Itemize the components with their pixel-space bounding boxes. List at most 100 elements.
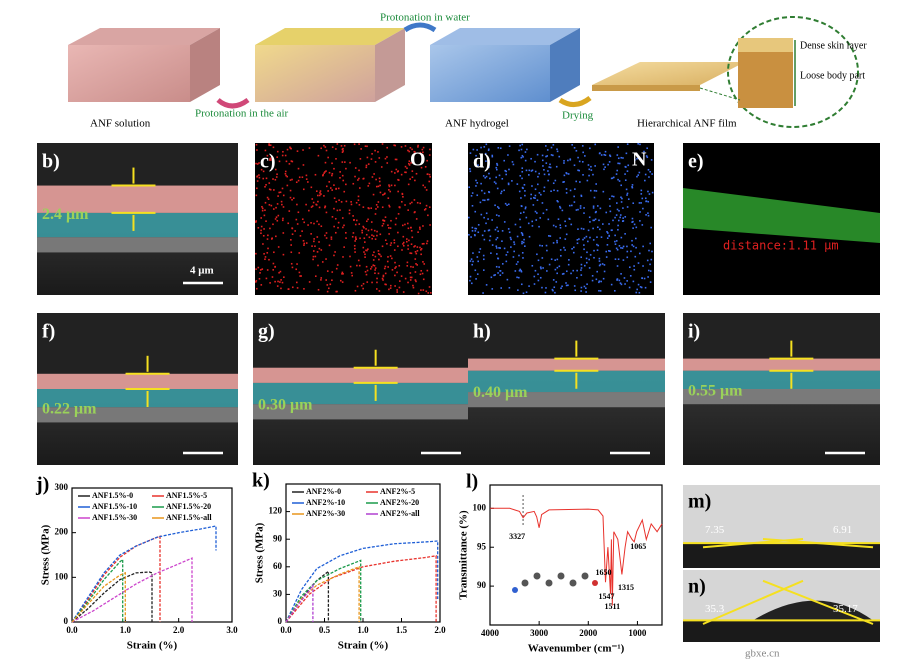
eds-dot: [586, 251, 588, 254]
eds-dot: [576, 269, 578, 272]
eds-dot: [345, 183, 347, 186]
eds-dot: [416, 246, 419, 248]
eds-dot: [595, 278, 598, 281]
eds-dot: [593, 219, 596, 222]
x-tick-label: 1.5: [396, 625, 408, 635]
eds-dot: [397, 213, 400, 215]
panel-label: i): [688, 321, 700, 343]
eds-dot: [567, 173, 570, 175]
eds-dot: [614, 258, 617, 260]
eds-dot: [267, 198, 270, 201]
eds-dot: [476, 256, 479, 258]
eds-dot: [519, 226, 522, 228]
eds-dot: [644, 173, 647, 176]
scale-label: 4 μm: [190, 265, 214, 277]
legend-label: ANF2%-30: [306, 509, 345, 518]
eds-dot: [539, 276, 542, 279]
eds-dot: [371, 237, 373, 240]
eds-dot: [469, 279, 471, 282]
eds-dot: [556, 241, 558, 244]
eds-dot: [621, 197, 623, 200]
eds-dot: [324, 234, 326, 237]
eds-dot: [308, 147, 311, 149]
eds-dot: [616, 279, 618, 281]
eds-dot: [422, 261, 424, 263]
eds-dot: [580, 267, 583, 269]
eds-dot: [351, 235, 354, 238]
eds-dot: [379, 233, 382, 236]
zoom-circle: [727, 16, 859, 128]
eds-dot: [275, 206, 277, 209]
eds-dot: [583, 244, 585, 246]
eds-dot: [543, 169, 545, 171]
eds-dot: [647, 168, 650, 171]
eds-dot: [515, 263, 518, 265]
eds-dot: [482, 292, 484, 294]
eds-dot: [580, 263, 583, 266]
eds-dot: [394, 158, 397, 161]
eds-dot: [394, 274, 396, 277]
eds-dot: [631, 244, 633, 246]
eds-dot: [542, 267, 544, 269]
eds-dot: [616, 154, 619, 156]
x-tick-label: 1.0: [357, 625, 369, 635]
eds-dot: [598, 219, 600, 222]
eds-dot: [409, 279, 412, 281]
eds-dot: [616, 265, 619, 267]
eds-dot: [318, 206, 321, 209]
eds-dot: [505, 170, 508, 173]
eds-dot: [399, 280, 401, 282]
eds-dot: [537, 183, 539, 186]
label: Loose body part: [800, 70, 865, 81]
eds-dot: [360, 284, 363, 287]
eds-dot: [488, 172, 490, 175]
eds-dot: [411, 201, 413, 204]
eds-dot: [572, 251, 575, 254]
y-tick-label: 300: [55, 482, 69, 492]
eds-dot: [506, 204, 508, 207]
eds-dot: [485, 212, 488, 215]
box-side: [375, 28, 405, 102]
eds-dot: [382, 275, 385, 278]
eds-dot: [374, 213, 377, 215]
eds-dot: [412, 284, 414, 287]
eds-dot: [491, 219, 493, 221]
eds-dot: [373, 173, 375, 175]
eds-dot: [391, 257, 393, 260]
eds-dot: [265, 177, 268, 180]
eds-dot: [335, 148, 337, 150]
eds-dot: [356, 285, 359, 288]
eds-dot: [617, 224, 619, 227]
eds-dot: [585, 261, 588, 264]
eds-dot: [495, 214, 498, 216]
eds-dot: [549, 163, 551, 166]
eds-dot: [386, 162, 389, 164]
eds-dot: [380, 255, 382, 258]
eds-dot: [575, 149, 578, 152]
eds-dot: [602, 223, 604, 225]
eds-dot: [477, 164, 479, 166]
eds-dot: [540, 267, 542, 270]
eds-dot: [303, 288, 305, 290]
eds-dot: [577, 169, 579, 172]
eds-dot: [283, 276, 285, 278]
eds-dot: [261, 163, 264, 165]
eds-dot: [256, 163, 259, 165]
eds-dot: [367, 163, 370, 165]
eds-dot: [508, 286, 511, 289]
x-tick-label: 2.0: [173, 625, 185, 635]
eds-dot: [530, 197, 532, 200]
eds-dot: [602, 277, 605, 280]
eds-dot: [337, 187, 340, 190]
eds-dot: [589, 189, 592, 192]
eds-dot: [573, 195, 575, 198]
eds-dot: [362, 282, 365, 285]
eds-dot: [547, 179, 549, 182]
eds-dot: [594, 143, 597, 146]
eds-dot: [257, 226, 260, 229]
eds-dot: [372, 193, 375, 196]
eds-dot: [373, 229, 376, 232]
eds-dot: [642, 265, 644, 267]
eds-dot: [374, 269, 376, 271]
eds-dot: [556, 266, 559, 269]
